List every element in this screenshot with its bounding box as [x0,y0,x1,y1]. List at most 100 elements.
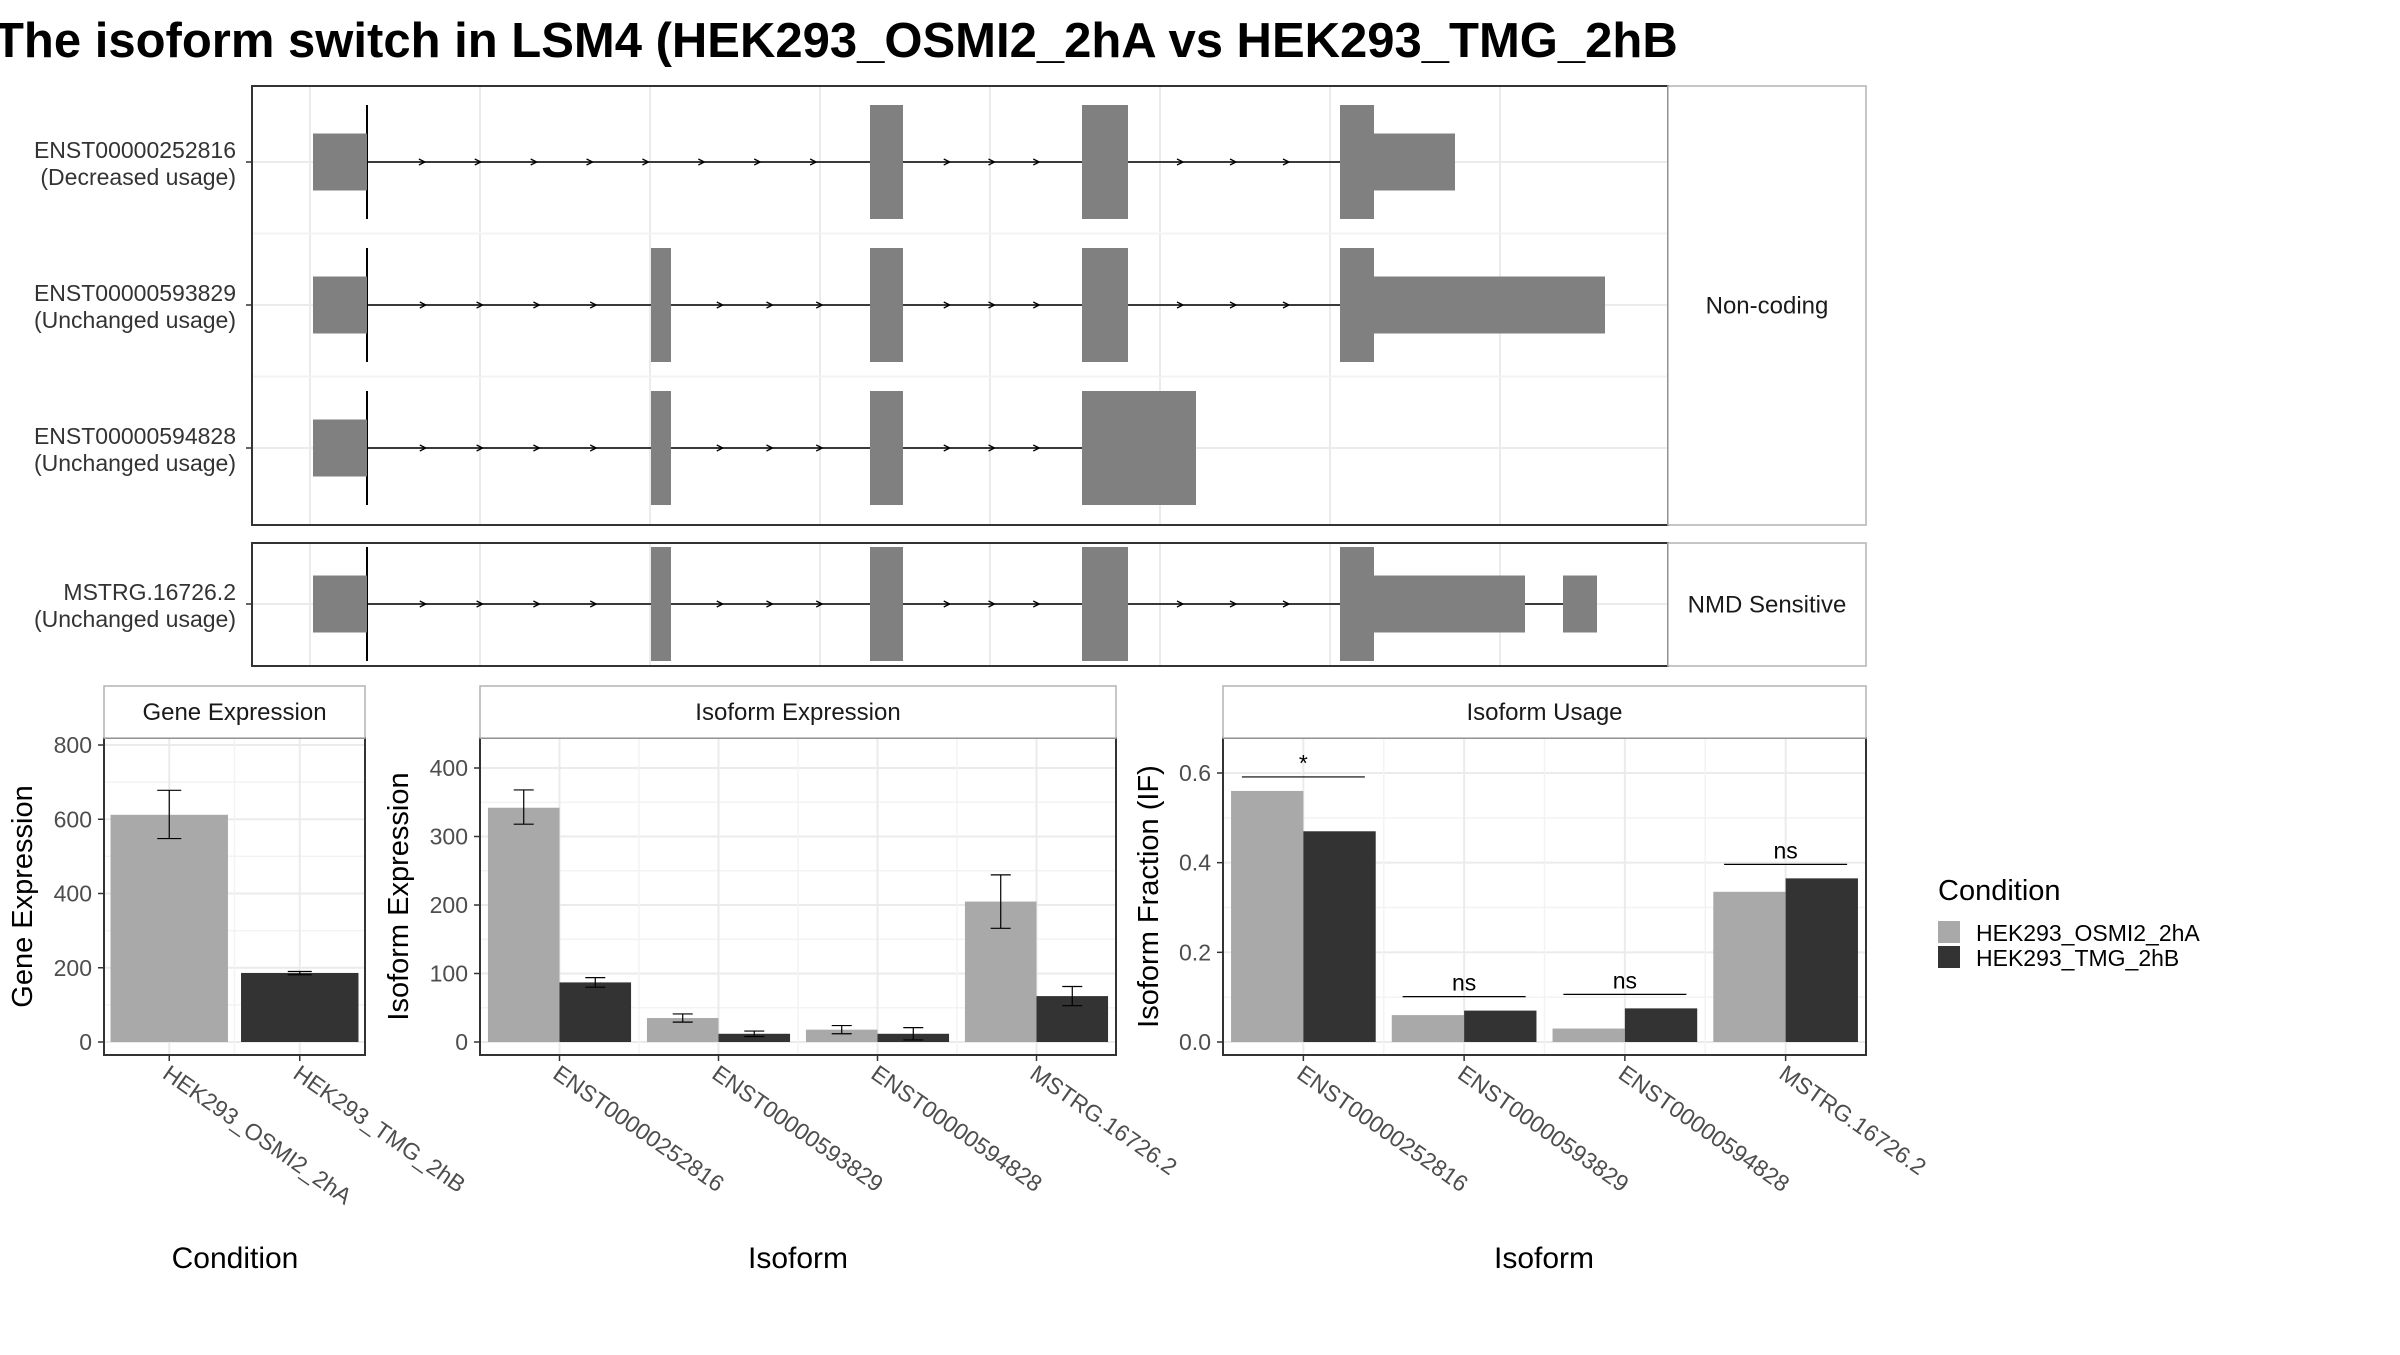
intron-arrow [1282,158,1291,166]
intron-arrow [589,444,598,452]
intron-arrow [1032,600,1041,608]
intron-arrow [419,301,428,309]
intron-arrow [1229,600,1238,608]
significance-label: ns [1613,967,1637,993]
intron-arrow [1032,301,1041,309]
y-tick-label: 0.4 [1179,850,1211,876]
panel-strip [479,685,1117,739]
isoform-usage-label: (Unchanged usage) [34,606,236,632]
isoform-id-label: ENST00000593829 [34,280,236,306]
intron-arrow [716,301,725,309]
isoform-id-label: ENST00000594828 [34,423,236,449]
intron-arrow [1229,301,1238,309]
bar [487,807,560,1042]
exon [870,547,903,661]
structure-facet: NMD Sensitive [251,542,1867,667]
bar [1713,891,1786,1042]
significance-label: ns [1452,970,1476,996]
intron-arrow [418,158,427,166]
y-axis-title: Isoform Expression [383,772,415,1020]
bar [1231,790,1304,1042]
exon [313,419,367,477]
x-axis-title: Condition [172,1242,299,1275]
exon [1374,276,1605,334]
exon [1374,133,1455,191]
legend-label: HEK293_TMG_2hB [1976,945,2179,971]
legend-title: Condition [1938,875,2061,907]
legend-swatch [1938,921,1960,943]
intron-arrow [419,444,428,452]
y-tick-label: 0 [455,1029,468,1055]
figure-title: The isoform switch in LSM4 (HEK293_OSMI2… [0,14,1678,68]
intron-arrow [815,301,824,309]
exon [313,276,367,334]
intron-arrow [716,444,725,452]
y-tick-label: 100 [430,961,468,987]
bar [1552,1028,1625,1042]
y-tick-label: 200 [54,955,92,981]
isoform-usage-label: (Unchanged usage) [34,307,236,333]
intron-arrow [766,301,774,309]
facet-label: Non-coding [1706,293,1829,320]
exon [870,105,903,219]
exon [651,391,671,505]
panel-strip [103,685,366,739]
y-tick-label: 0 [79,1029,92,1055]
intron-arrow [988,301,996,309]
exon [651,248,671,362]
intron-arrow [476,600,485,608]
bar [1303,831,1376,1042]
intron-arrow [642,158,650,166]
exon [1082,391,1196,505]
exon [1340,547,1374,661]
exon [1563,575,1597,633]
y-tick-label: 200 [430,892,468,918]
intron-arrow [809,158,818,166]
isoform-usage-label: (Decreased usage) [40,164,236,190]
intron-arrow [815,444,824,452]
bar [1624,1008,1698,1042]
y-tick-label: 800 [54,732,92,758]
intron-arrow [476,301,485,309]
intron-arrow [988,158,996,166]
y-axis-title: Gene Expression [7,785,39,1007]
transcript-structure-plot: Non-coding ENST00000252816(Decreased usag… [34,85,1867,667]
isoform-id-label: ENST00000252816 [34,137,236,163]
y-tick-label: 0.2 [1179,939,1211,965]
intron-arrow [943,158,952,166]
intron-arrow [533,301,541,309]
structure-facet: Non-coding [251,85,1867,526]
bar [1464,1010,1537,1042]
bar [1391,1015,1465,1042]
y-tick-label: 400 [54,881,92,907]
significance-label: * [1299,750,1308,776]
isoform-usage-label: (Unchanged usage) [34,450,236,476]
intron-arrow [533,600,541,608]
y-tick-label: 600 [54,806,92,832]
intron-arrow [988,444,996,452]
bar [718,1033,791,1042]
intron-arrow [943,444,952,452]
transcript-MSTRG.16726.2 [313,547,1597,661]
exon [870,248,903,362]
intron-arrow [716,600,725,608]
intron-arrow [943,600,952,608]
bar [241,972,359,1042]
y-axis-title: Isoform Fraction (IF) [1133,765,1165,1028]
intron-arrow [586,158,595,166]
exon [1082,105,1128,219]
panel-strip [1222,685,1867,739]
intron-arrow [474,158,483,166]
transcript-ENST00000594828 [313,391,1196,505]
facet-label: NMD Sensitive [1688,592,1847,619]
panel-title: Isoform Expression [695,699,900,726]
legend-label: HEK293_OSMI2_2hA [1976,920,2200,946]
bar [1785,878,1858,1042]
intron-arrow [1032,158,1041,166]
intron-arrow [943,301,952,309]
intron-arrow [753,158,762,166]
exon [1082,547,1128,661]
intron-arrow [589,301,598,309]
